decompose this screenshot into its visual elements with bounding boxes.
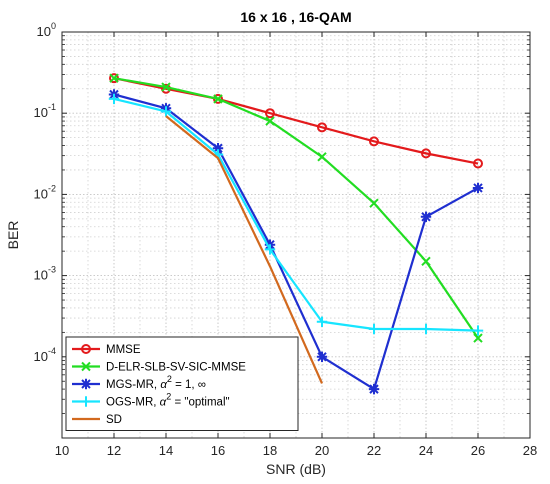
series-line — [165, 115, 324, 384]
plus-marker — [420, 323, 432, 335]
x-tick-label: 28 — [523, 443, 537, 458]
x-tick-labels: 10 12 14 16 18 20 22 24 26 28 — [55, 443, 537, 458]
series-line — [113, 77, 479, 339]
x-marker — [81, 361, 91, 372]
x-marker — [421, 256, 431, 267]
x-axis-title: SNR (dB) — [266, 461, 326, 477]
circle-marker — [81, 344, 91, 354]
legend-box — [65, 336, 299, 431]
axis-ticks — [61, 31, 531, 439]
x-tick-label: 14 — [159, 443, 173, 458]
x-marker — [265, 116, 275, 126]
plus-marker — [368, 323, 380, 335]
x-tick-label: 26 — [471, 443, 485, 458]
circle-marker — [473, 158, 483, 169]
asterisk-marker — [368, 383, 380, 395]
x-tick-label: 20 — [315, 443, 329, 458]
series-line — [113, 77, 479, 165]
legend-entry: MGS-MR, α2 = 1, ∞ — [72, 374, 206, 391]
y-tick-label: 10-2 — [34, 183, 56, 201]
x-marker — [317, 152, 327, 162]
series-line — [113, 97, 479, 332]
y-tick-label: 10-4 — [34, 346, 56, 364]
x-tick-label: 18 — [263, 443, 277, 458]
legend-label: D-ELR-SLB-SV-SIC-MMSE — [106, 362, 246, 374]
legend-label: MGS-MR, α2 = 1, ∞ — [106, 374, 206, 391]
x-marker — [213, 94, 223, 104]
y-tick-label: 10-1 — [34, 102, 56, 120]
x-tick-label: 24 — [419, 443, 433, 458]
plus-marker — [472, 325, 484, 336]
asterisk-marker — [316, 351, 328, 362]
circle-marker — [317, 122, 327, 133]
legend-label: MMSE — [106, 344, 141, 356]
asterisk-marker — [420, 211, 432, 222]
y-tick-labels: 10-4 10-3 10-2 10-1 100 — [34, 21, 56, 364]
asterisk-marker — [472, 182, 484, 194]
plus-marker — [108, 93, 120, 105]
y-axis-title: BER — [5, 221, 21, 250]
legend-entry: MMSE — [72, 344, 141, 356]
circle-marker — [369, 136, 379, 147]
series-1 — [109, 73, 483, 343]
x-tick-label: 10 — [55, 443, 69, 458]
x-tick-label: 22 — [367, 443, 381, 458]
series-layer — [108, 73, 484, 395]
x-marker — [161, 82, 171, 92]
legend-entry: SD — [72, 414, 122, 426]
y-tick-label: 100 — [37, 21, 56, 39]
plus-marker — [264, 244, 276, 255]
x-marker — [473, 333, 483, 343]
chart-title: 16 x 16 , 16-QAM — [240, 9, 351, 25]
x-marker — [369, 198, 379, 208]
legend-entry: D-ELR-SLB-SV-SIC-MMSE — [72, 362, 246, 374]
plot-frame — [61, 31, 531, 439]
plus-marker — [80, 396, 92, 407]
series-3 — [108, 93, 484, 336]
series-line — [113, 93, 479, 391]
legend-entry: OGS-MR, α2 = "optimal" — [72, 392, 230, 409]
circle-marker — [421, 148, 431, 159]
plus-marker — [316, 316, 328, 327]
legend-label: OGS-MR, α2 = "optimal" — [106, 392, 230, 409]
x-tick-label: 16 — [211, 443, 225, 458]
y-tick-label: 10-3 — [34, 265, 56, 283]
x-tick-label: 12 — [107, 443, 121, 458]
asterisk-marker — [80, 378, 92, 390]
legend-label: SD — [106, 414, 122, 426]
x-marker — [109, 73, 119, 83]
series-4 — [165, 115, 324, 384]
circle-marker — [265, 108, 275, 119]
asterisk-marker — [212, 143, 224, 154]
plus-marker — [160, 106, 172, 117]
